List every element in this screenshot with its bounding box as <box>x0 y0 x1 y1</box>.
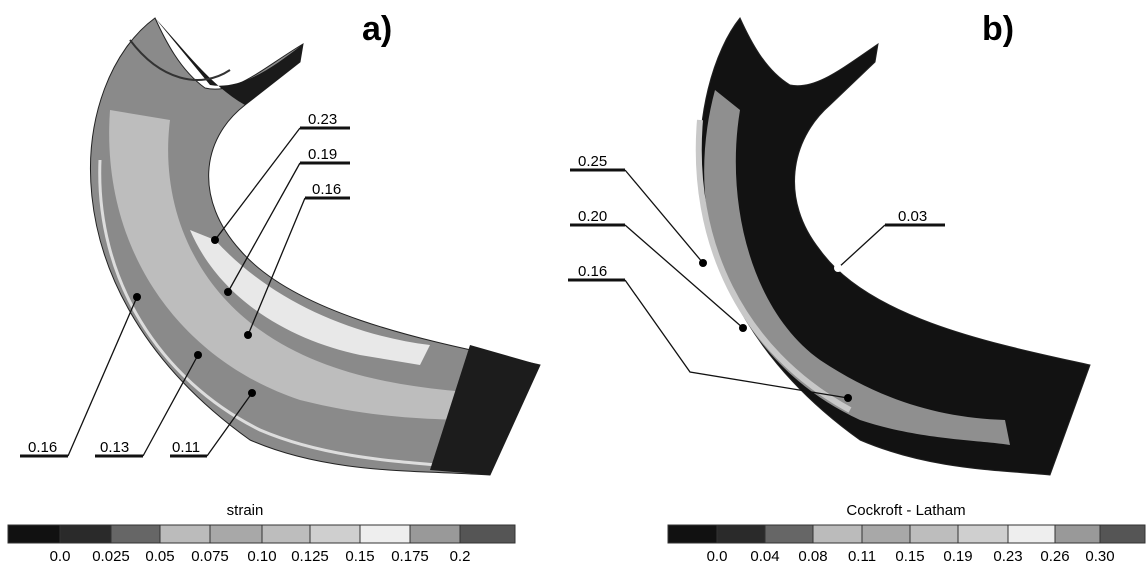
colorbar-tick: 0.04 <box>750 548 779 565</box>
colorbar-tick: 0.15 <box>345 548 374 565</box>
colorbar-b <box>667 524 1146 544</box>
annotation: 0.20 <box>578 208 607 225</box>
annotation: 0.23 <box>308 111 337 128</box>
colorbar-tick: 0.075 <box>191 548 229 565</box>
pipe-a <box>90 17 541 476</box>
colorbar-tick: 0.0 <box>50 548 71 565</box>
colorbar-tick: 0.0 <box>707 548 728 565</box>
annotation: 0.16 <box>28 439 57 456</box>
leaders-b <box>568 168 945 402</box>
annotation: 0.16 <box>312 181 341 198</box>
leaders-a <box>20 126 350 458</box>
panel-label: a) <box>362 10 392 48</box>
panel-label: b) <box>982 10 1014 48</box>
annotation: 0.03 <box>898 208 927 225</box>
annotation: 0.13 <box>100 439 129 456</box>
colorbar-tick: 0.26 <box>1040 548 1069 565</box>
colorbar-a <box>7 524 516 544</box>
colorbar-title: strain <box>227 502 264 519</box>
colorbar-tick: 0.125 <box>291 548 329 565</box>
colorbar-title: Cockroft - Latham <box>846 502 965 519</box>
colorbar-tick: 0.11 <box>848 548 876 565</box>
colorbar-tick: 0.08 <box>798 548 827 565</box>
annotation: 0.11 <box>172 439 200 456</box>
colorbar-tick: 0.30 <box>1085 548 1114 565</box>
colorbar-tick: 0.175 <box>391 548 429 565</box>
colorbar-tick: 0.10 <box>247 548 276 565</box>
colorbar-tick: 0.2 <box>450 548 471 565</box>
pipe-b <box>695 17 1091 476</box>
colorbar-tick: 0.05 <box>145 548 174 565</box>
colorbar-tick: 0.15 <box>895 548 924 565</box>
annotation: 0.25 <box>578 153 607 170</box>
colorbar-tick: 0.23 <box>993 548 1022 565</box>
annotation: 0.19 <box>308 146 337 163</box>
annotation: 0.16 <box>578 263 607 280</box>
colorbar-tick: 0.025 <box>92 548 130 565</box>
colorbar-tick: 0.19 <box>943 548 972 565</box>
